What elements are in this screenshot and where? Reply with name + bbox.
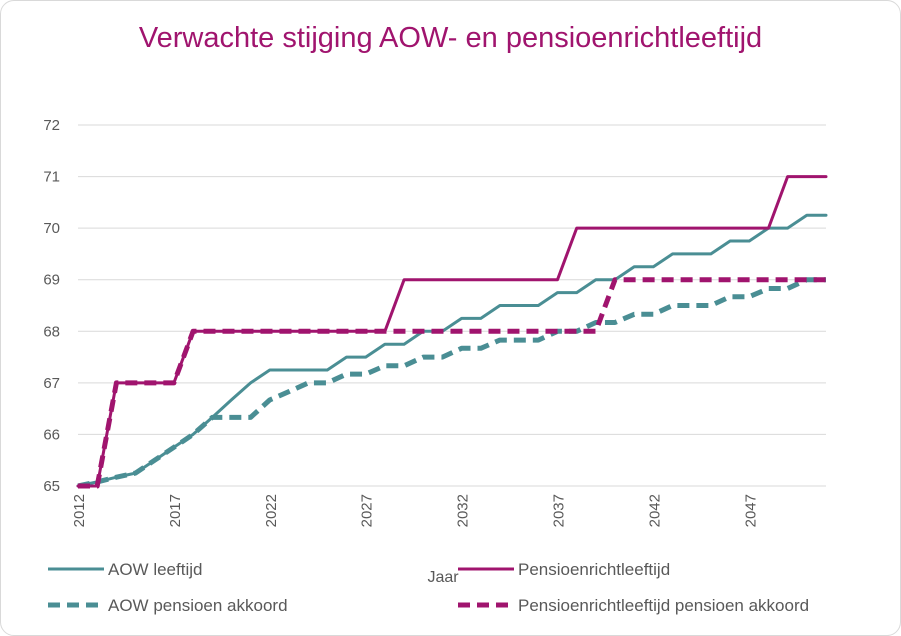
legend-label-4: Pensioenrichtleeftijd pensioen akkoord xyxy=(518,596,809,615)
y-tick-label-70: 70 xyxy=(43,220,60,237)
legend-label-3: AOW pensioen akkoord xyxy=(108,596,288,615)
x-tick-label-2017: 2017 xyxy=(167,494,184,527)
y-tick-label-69: 69 xyxy=(43,272,60,289)
x-tick-label-2042: 2042 xyxy=(646,494,663,527)
x-tick-label-2027: 2027 xyxy=(359,494,376,527)
x-tick-label-2047: 2047 xyxy=(742,494,759,527)
y-tick-label-66: 66 xyxy=(43,426,60,443)
y-tick-label-67: 67 xyxy=(43,375,60,392)
series-line-4 xyxy=(78,277,826,489)
x-axis-title: Jaar xyxy=(427,569,459,586)
y-tick-label-71: 71 xyxy=(43,169,60,186)
chart-title: Verwachte stijging AOW- en pensioenricht… xyxy=(138,22,763,54)
series-line-1 xyxy=(76,213,828,488)
x-tick-label-2012: 2012 xyxy=(71,494,88,527)
x-tick-label-2032: 2032 xyxy=(455,494,472,527)
y-tick-label-68: 68 xyxy=(43,323,60,340)
legend-label-2: Pensioenrichtleeftijd xyxy=(518,560,670,579)
y-tick-label-65: 65 xyxy=(43,478,60,495)
series-line-2 xyxy=(76,175,828,488)
series-line-3 xyxy=(77,277,826,489)
x-tick-label-2037: 2037 xyxy=(550,494,567,527)
y-tick-label-72: 72 xyxy=(43,117,60,134)
x-tick-label-2022: 2022 xyxy=(263,494,280,527)
legend-label-1: AOW leeftijd xyxy=(108,560,202,579)
